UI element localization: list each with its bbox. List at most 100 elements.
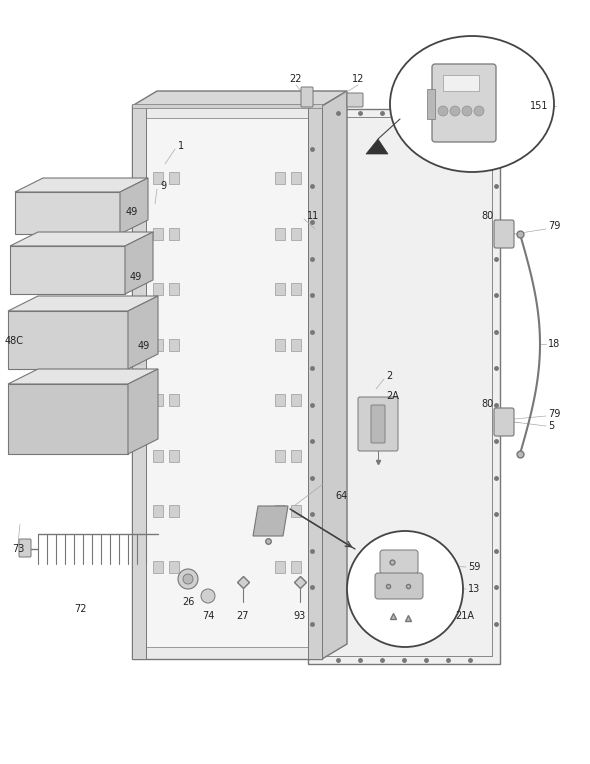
Polygon shape <box>125 232 153 294</box>
Text: 22: 22 <box>290 74 302 84</box>
FancyBboxPatch shape <box>375 573 423 599</box>
Text: 151: 151 <box>530 101 549 111</box>
Polygon shape <box>15 178 148 192</box>
Polygon shape <box>291 228 301 240</box>
Ellipse shape <box>390 36 554 172</box>
Polygon shape <box>153 172 163 184</box>
Polygon shape <box>169 506 179 517</box>
Polygon shape <box>10 232 153 246</box>
Circle shape <box>201 589 215 603</box>
Text: 2: 2 <box>386 371 392 381</box>
Polygon shape <box>291 450 301 462</box>
Circle shape <box>450 106 460 116</box>
Circle shape <box>474 106 484 116</box>
FancyBboxPatch shape <box>19 539 31 557</box>
Text: 93: 93 <box>294 611 306 621</box>
Polygon shape <box>169 394 179 406</box>
Text: 26: 26 <box>182 597 194 607</box>
Polygon shape <box>153 506 163 517</box>
Polygon shape <box>15 192 120 234</box>
Text: 59: 59 <box>468 562 480 572</box>
Polygon shape <box>132 104 322 108</box>
Circle shape <box>178 569 198 589</box>
FancyBboxPatch shape <box>347 93 363 107</box>
Polygon shape <box>275 283 285 295</box>
Polygon shape <box>146 118 308 647</box>
Polygon shape <box>169 561 179 573</box>
Polygon shape <box>275 450 285 462</box>
Text: 49: 49 <box>126 207 138 217</box>
Polygon shape <box>291 394 301 406</box>
Polygon shape <box>128 369 158 454</box>
Polygon shape <box>153 228 163 240</box>
Polygon shape <box>132 106 322 659</box>
FancyBboxPatch shape <box>371 405 385 443</box>
Text: 12: 12 <box>352 74 364 84</box>
Polygon shape <box>153 561 163 573</box>
FancyBboxPatch shape <box>301 87 313 107</box>
Polygon shape <box>275 228 285 240</box>
Polygon shape <box>275 338 285 351</box>
Polygon shape <box>291 506 301 517</box>
Polygon shape <box>8 369 158 384</box>
Text: 27: 27 <box>237 611 249 621</box>
Polygon shape <box>169 172 179 184</box>
Circle shape <box>183 574 193 584</box>
Polygon shape <box>132 106 146 659</box>
Text: 79: 79 <box>548 221 560 231</box>
FancyBboxPatch shape <box>494 220 514 248</box>
Polygon shape <box>120 178 148 234</box>
Polygon shape <box>275 561 285 573</box>
Text: 1: 1 <box>178 141 184 151</box>
Polygon shape <box>153 450 163 462</box>
Text: 80: 80 <box>482 399 494 409</box>
Polygon shape <box>275 172 285 184</box>
Text: 64: 64 <box>335 491 348 501</box>
Text: 2A: 2A <box>386 391 399 401</box>
Polygon shape <box>169 450 179 462</box>
FancyBboxPatch shape <box>358 397 398 451</box>
Polygon shape <box>253 506 288 536</box>
Polygon shape <box>153 338 163 351</box>
Polygon shape <box>291 172 301 184</box>
Bar <box>443 75 479 91</box>
Polygon shape <box>8 384 128 454</box>
Text: 9: 9 <box>160 181 166 191</box>
Polygon shape <box>169 338 179 351</box>
Polygon shape <box>153 283 163 295</box>
Text: 80: 80 <box>482 211 494 221</box>
Text: 48C: 48C <box>5 336 24 346</box>
FancyBboxPatch shape <box>432 64 496 142</box>
Polygon shape <box>308 109 500 664</box>
Text: 74: 74 <box>202 611 214 621</box>
Text: 13: 13 <box>468 584 480 594</box>
Text: 18: 18 <box>548 339 560 349</box>
Polygon shape <box>308 106 322 659</box>
Text: 49: 49 <box>138 341 150 351</box>
Text: 49: 49 <box>130 272 142 282</box>
Polygon shape <box>8 296 158 311</box>
Bar <box>427 89 435 119</box>
Polygon shape <box>291 561 301 573</box>
Polygon shape <box>275 394 285 406</box>
Polygon shape <box>128 296 158 369</box>
Text: 5: 5 <box>548 421 554 431</box>
Circle shape <box>438 106 448 116</box>
Text: 21A: 21A <box>455 611 474 621</box>
Text: 73: 73 <box>12 544 24 554</box>
Text: 79: 79 <box>548 409 560 419</box>
Polygon shape <box>291 338 301 351</box>
Polygon shape <box>132 91 347 106</box>
Polygon shape <box>366 139 388 154</box>
Polygon shape <box>322 91 347 659</box>
Polygon shape <box>10 246 125 294</box>
Polygon shape <box>153 394 163 406</box>
Polygon shape <box>169 283 179 295</box>
Polygon shape <box>169 228 179 240</box>
Polygon shape <box>291 283 301 295</box>
Text: 72: 72 <box>74 604 86 614</box>
Polygon shape <box>8 311 128 369</box>
Polygon shape <box>275 506 285 517</box>
Circle shape <box>462 106 472 116</box>
FancyBboxPatch shape <box>494 408 514 436</box>
